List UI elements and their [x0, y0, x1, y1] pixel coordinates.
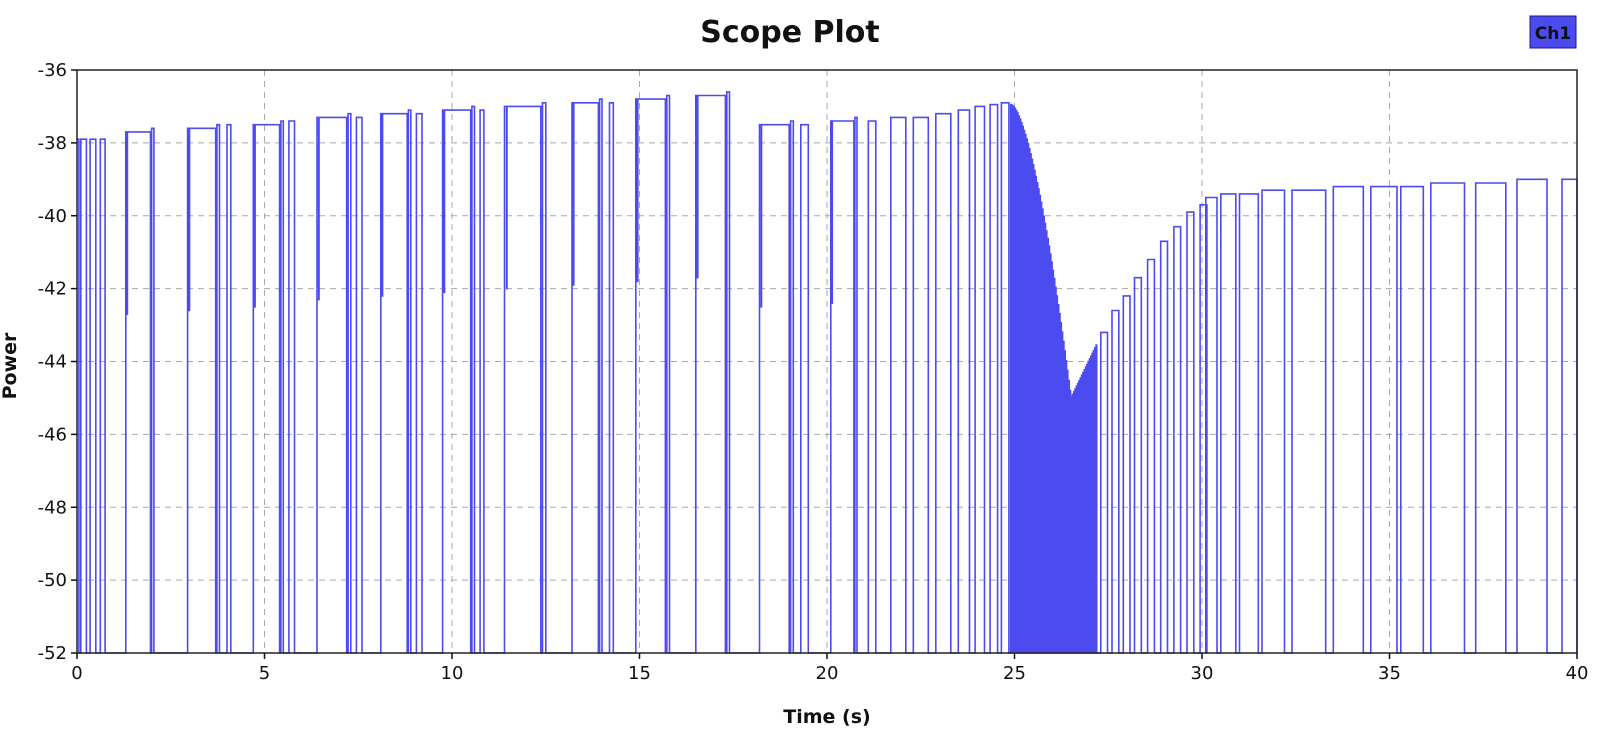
x-tick-label: 10 — [441, 663, 464, 684]
chart-title: Scope Plot — [700, 15, 880, 50]
x-tick-label: 40 — [1566, 663, 1589, 684]
y-tick-label: -38 — [38, 133, 67, 154]
x-tick-label: 15 — [628, 663, 651, 684]
y-tick-label: -48 — [38, 497, 67, 518]
y-tick-label: -46 — [38, 424, 67, 445]
y-tick-label: -36 — [38, 60, 67, 81]
x-tick-label: 0 — [71, 663, 82, 684]
series-ch1 — [77, 91, 1578, 654]
y-tick-label: -40 — [38, 206, 67, 227]
y-tick-label: -52 — [38, 643, 67, 664]
legend[interactable]: Ch1 — [1529, 15, 1577, 49]
x-tick-label: 20 — [816, 663, 839, 684]
y-axis-label: Power — [0, 332, 21, 399]
y-tick-label: -50 — [38, 570, 67, 591]
legend-ch1-label: Ch1 — [1535, 24, 1571, 44]
y-tick-label: -42 — [38, 279, 67, 300]
legend-ch1-swatch[interactable] — [1529, 15, 1577, 49]
x-axis-label: Time (s) — [783, 706, 870, 728]
axis-ticks: 0 5 10 15 20 25 30 35 40 -36 -38 -40 -42 -44 -46 -48 -50… — [38, 60, 1589, 684]
x-tick-label: 25 — [1003, 663, 1026, 684]
y-tick-label: -44 — [38, 352, 67, 373]
x-tick-label: 35 — [1378, 663, 1401, 684]
grid-lines — [77, 70, 1577, 653]
x-tick-label: 30 — [1191, 663, 1214, 684]
x-tick-label: 5 — [259, 663, 270, 684]
series-ch1-line — [77, 91, 1578, 654]
